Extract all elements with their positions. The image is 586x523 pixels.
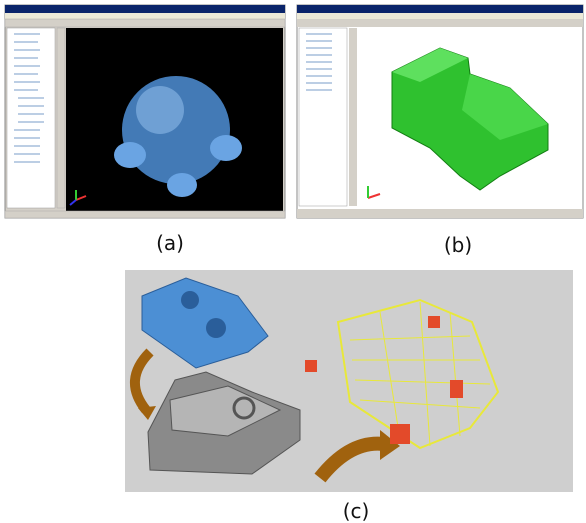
caption: (c) [343,499,370,523]
caption: (b) [444,233,472,257]
illustration-c [125,270,573,492]
caption: (a) [156,231,184,255]
screenshot-b [296,4,584,219]
screenshot-a [4,4,286,219]
